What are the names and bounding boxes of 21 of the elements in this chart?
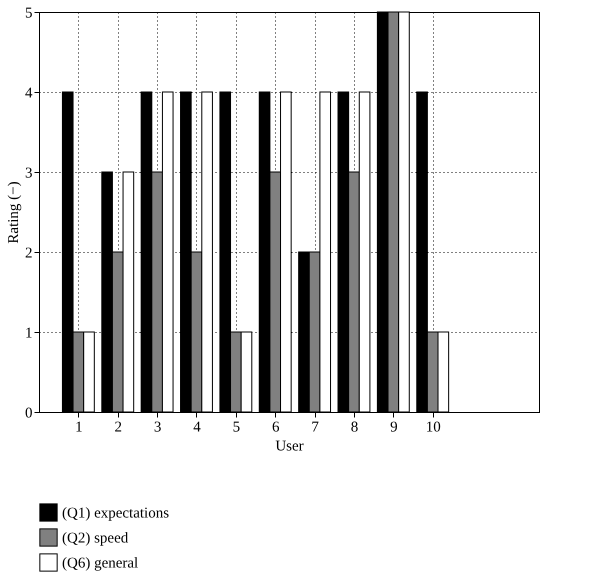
x-tick-label: 1 (75, 420, 83, 436)
legend-label: (Q2) speed (62, 530, 129, 546)
x-axis-title: User (275, 438, 304, 454)
x-tick-label: 2 (114, 420, 122, 436)
y-axis-title: Rating (−) (6, 181, 22, 244)
x-tick-label: 10 (426, 420, 441, 436)
y-tick-label: 3 (25, 166, 32, 182)
x-tick-label: 3 (154, 420, 162, 436)
y-tick-label: 0 (25, 406, 32, 422)
x-tick-label: 5 (232, 420, 240, 436)
y-tick-label: 4 (25, 86, 33, 102)
y-tick-label: 5 (25, 6, 32, 22)
x-tick-label: 7 (311, 420, 320, 436)
legend-label: (Q1) expectations (62, 506, 170, 522)
legend-label: (Q6) general (62, 556, 138, 572)
x-tick-label: 6 (272, 420, 280, 436)
y-tick-label: 1 (25, 326, 32, 342)
x-tick-label: 9 (390, 420, 398, 436)
x-tick-label: 8 (350, 420, 358, 436)
y-tick-label: 2 (25, 246, 32, 262)
x-tick-label: 4 (193, 420, 202, 436)
